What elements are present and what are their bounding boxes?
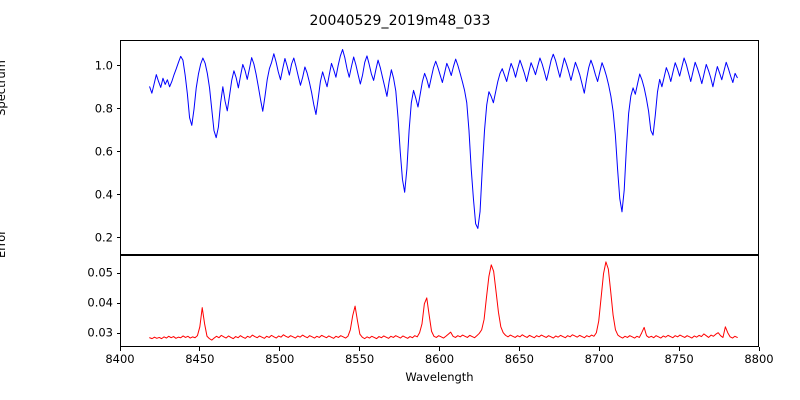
- spectrum-y-ticklabel: 0.6: [94, 144, 113, 159]
- x-tick: [119, 347, 121, 351]
- data-line-error: [150, 262, 738, 340]
- x-ticklabel: 8750: [664, 352, 694, 366]
- spectrum-y-axis-label: Spectrum: [0, 60, 8, 116]
- x-ticklabel: 8450: [185, 352, 215, 366]
- x-ticklabel: 8650: [504, 352, 535, 366]
- x-tick: [199, 347, 201, 351]
- spectrum-y-tick: [116, 151, 120, 153]
- x-tick: [518, 347, 520, 351]
- figure-title: 20040529_2019m48_033: [309, 13, 491, 29]
- x-tick: [279, 347, 281, 351]
- error-plot-area: [121, 256, 758, 346]
- spectrum-y-ticklabel: 1.0: [94, 58, 113, 73]
- error-y-axis-label: Error: [0, 229, 8, 259]
- error-y-tick: [116, 302, 120, 304]
- spectrum-y-ticklabel: 0.4: [94, 187, 113, 202]
- spectrum-y-ticklabel: 0.8: [94, 101, 113, 116]
- x-ticklabel: 8400: [105, 352, 135, 366]
- spectrum-y-tick: [116, 194, 120, 196]
- error-y-tick: [116, 332, 120, 335]
- spectrum-y-tick: [116, 65, 120, 67]
- x-tick: [678, 347, 680, 351]
- data-line-spectrum: [150, 50, 738, 229]
- error-y-ticklabel: 0.03: [87, 325, 113, 340]
- spectrum-y-ticklabel: 0.2: [94, 230, 113, 245]
- spectrum-plot-area: [121, 41, 758, 254]
- x-ticklabel: 8600: [424, 352, 455, 366]
- x-tick: [359, 347, 361, 351]
- spectrum-y-tick: [116, 108, 120, 110]
- spectrum-axes: [120, 40, 759, 255]
- x-axis-label: Wavelength: [405, 370, 474, 384]
- error-y-tick: [116, 272, 120, 274]
- x-ticklabel: 8800: [744, 352, 774, 366]
- x-ticklabel: 8500: [265, 352, 295, 366]
- x-ticklabel: 8550: [344, 352, 375, 366]
- x-tick: [758, 347, 760, 351]
- error-y-ticklabel: 0.05: [87, 265, 113, 280]
- x-tick: [439, 347, 441, 351]
- error-y-ticklabel: 0.04: [87, 295, 113, 310]
- error-axes: [120, 255, 759, 347]
- spectrum-y-tick: [116, 237, 120, 239]
- x-tick: [598, 347, 600, 351]
- x-ticklabel: 8700: [584, 352, 614, 366]
